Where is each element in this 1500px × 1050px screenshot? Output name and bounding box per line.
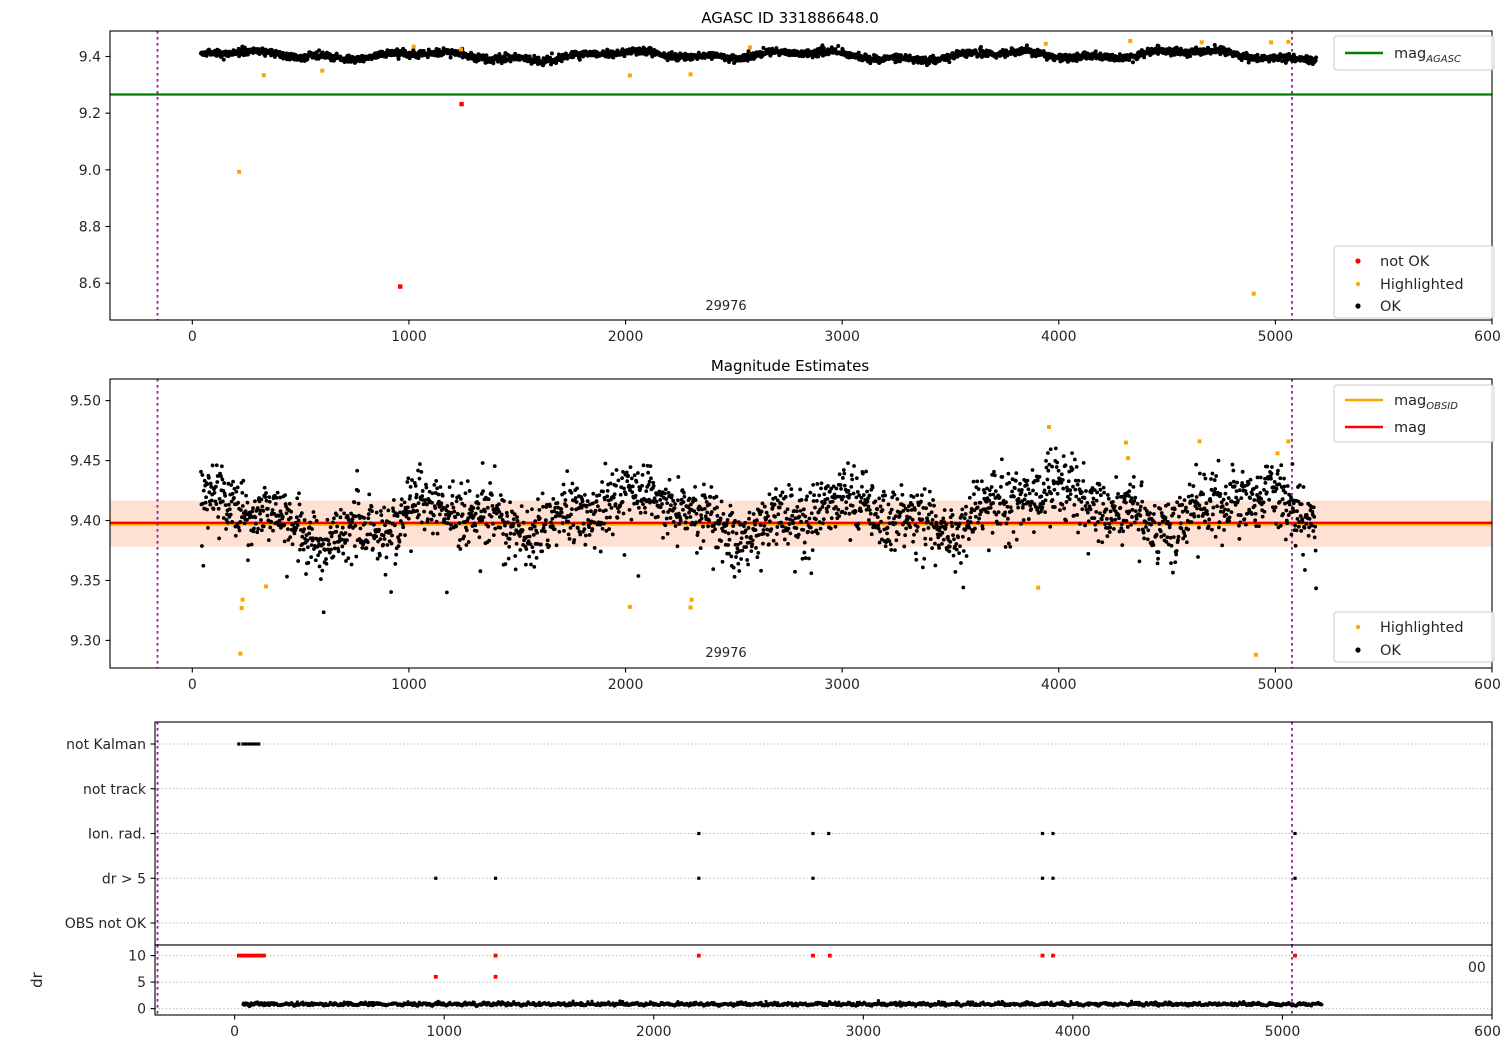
svg-text:not Kalman: not Kalman	[66, 737, 146, 753]
obsid-annotation-top: 29976	[705, 299, 746, 314]
panel-top-legend-markers[interactable]: not OK Highlighted OK	[1334, 246, 1494, 318]
svg-text:6000: 6000	[1474, 677, 1500, 693]
svg-text:0: 0	[188, 329, 197, 345]
svg-text:9.40: 9.40	[70, 514, 101, 530]
legend-label-highlighted: Highlighted	[1380, 277, 1464, 293]
panel-bottom-plot-area	[155, 722, 1492, 945]
svg-text:not track: not track	[83, 782, 147, 798]
svg-text:Ion. rad.: Ion. rad.	[88, 827, 146, 843]
legend-label-not-ok: not OK	[1380, 254, 1430, 270]
svg-text:6000: 6000	[1474, 329, 1500, 345]
svg-text:9.0: 9.0	[79, 163, 101, 179]
svg-text:0: 0	[188, 677, 197, 693]
svg-text:9.4: 9.4	[79, 50, 101, 66]
svg-text:9.30: 9.30	[70, 633, 101, 649]
legend-label-highlighted-mid: Highlighted	[1380, 620, 1464, 636]
legend-swatch-ok	[1355, 303, 1360, 308]
svg-text:4000: 4000	[1041, 329, 1077, 345]
svg-text:9.35: 9.35	[70, 573, 101, 589]
svg-text:8.8: 8.8	[79, 220, 101, 236]
svg-text:1000: 1000	[391, 677, 427, 693]
legend-swatch-not-ok	[1355, 258, 1360, 263]
svg-text:8.6: 8.6	[79, 276, 101, 292]
panel-bottom-flags: OBS not OK dr > 5 Ion. rad. not track not Ka…	[65, 722, 1492, 945]
svg-text:3000: 3000	[824, 329, 860, 345]
legend-label-ok: OK	[1380, 299, 1401, 315]
svg-text:5000: 5000	[1258, 677, 1294, 693]
legend-swatch-highlighted-mid	[1356, 625, 1360, 629]
panel-middle-title: Magnitude Estimates	[711, 357, 869, 375]
svg-text:dr > 5: dr > 5	[102, 871, 146, 887]
dr-axis-label: dr	[28, 971, 46, 988]
legend-label-mag: mag	[1394, 420, 1426, 436]
panel-top-legend-lines[interactable]: magAGASC	[1334, 36, 1494, 70]
svg-text:2000: 2000	[608, 329, 644, 345]
svg-text:OBS not OK: OBS not OK	[65, 916, 147, 932]
svg-text:1000: 1000	[391, 329, 427, 345]
panel-top-plot-area	[110, 31, 1492, 320]
panel-top: AGASC ID 331886648.0 8.6 8.8 9.0 9.2 9.4 0 10…	[79, 9, 1500, 345]
panel-middle: Magnitude Estimates 9.30 9.35 9.40 9.45 9.50…	[70, 357, 1500, 693]
matplotlib-figure: AGASC ID 331886648.0 8.6 8.8 9.0 9.2 9.4 0 10…	[0, 0, 1500, 1050]
svg-text:4000: 4000	[1041, 677, 1077, 693]
obsid-annotation-middle: 29976	[705, 646, 746, 661]
figure-canvas: AGASC ID 331886648.0 8.6 8.8 9.0 9.2 9.4 0 10…	[0, 0, 1500, 1050]
svg-text:2000: 2000	[608, 677, 644, 693]
legend-swatch-ok-mid	[1355, 647, 1360, 652]
svg-text:3000: 3000	[824, 677, 860, 693]
clipped-right-label: 00	[1468, 960, 1486, 976]
legend-label-ok-mid: OK	[1380, 643, 1401, 659]
svg-text:9.45: 9.45	[70, 454, 101, 470]
panel-middle-legend-lines[interactable]: magOBSID mag	[1334, 385, 1494, 442]
svg-text:9.2: 9.2	[79, 106, 101, 122]
svg-text:5000: 5000	[1258, 329, 1294, 345]
legend-swatch-highlighted	[1356, 282, 1360, 286]
svg-text:9.50: 9.50	[70, 394, 101, 410]
panel-top-title: AGASC ID 331886648.0	[701, 9, 879, 27]
panel-middle-legend-markers[interactable]: Highlighted OK	[1334, 612, 1494, 662]
